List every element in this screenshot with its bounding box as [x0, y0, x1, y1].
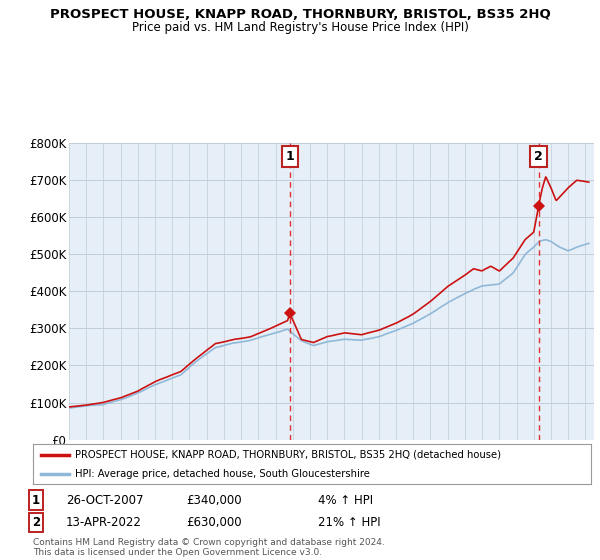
Text: 2: 2 — [32, 516, 40, 529]
Text: £340,000: £340,000 — [186, 493, 242, 507]
Text: PROSPECT HOUSE, KNAPP ROAD, THORNBURY, BRISTOL, BS35 2HQ: PROSPECT HOUSE, KNAPP ROAD, THORNBURY, B… — [50, 8, 550, 21]
Text: 21% ↑ HPI: 21% ↑ HPI — [318, 516, 380, 529]
Text: £630,000: £630,000 — [186, 516, 242, 529]
Text: Price paid vs. HM Land Registry's House Price Index (HPI): Price paid vs. HM Land Registry's House … — [131, 21, 469, 34]
Text: 26-OCT-2007: 26-OCT-2007 — [66, 493, 143, 507]
Text: HPI: Average price, detached house, South Gloucestershire: HPI: Average price, detached house, Sout… — [75, 469, 370, 478]
Text: 2: 2 — [534, 150, 543, 163]
Text: 1: 1 — [32, 493, 40, 507]
Text: 4% ↑ HPI: 4% ↑ HPI — [318, 493, 373, 507]
Text: PROSPECT HOUSE, KNAPP ROAD, THORNBURY, BRISTOL, BS35 2HQ (detached house): PROSPECT HOUSE, KNAPP ROAD, THORNBURY, B… — [75, 450, 501, 460]
Text: 1: 1 — [285, 150, 294, 163]
Text: Contains HM Land Registry data © Crown copyright and database right 2024.
This d: Contains HM Land Registry data © Crown c… — [33, 538, 385, 557]
Text: 13-APR-2022: 13-APR-2022 — [66, 516, 142, 529]
